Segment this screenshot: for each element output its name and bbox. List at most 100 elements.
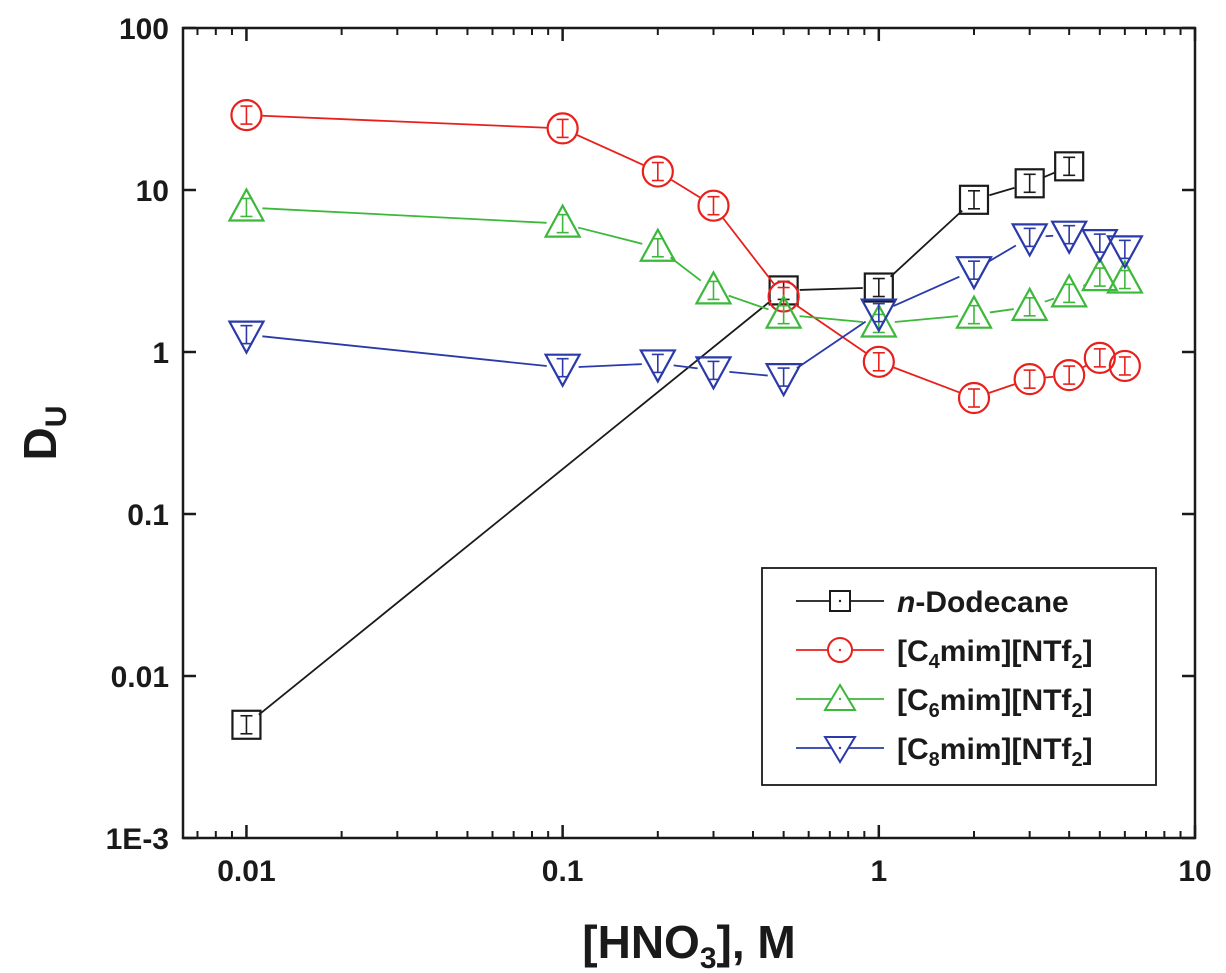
series-line-segment (796, 304, 867, 354)
data-point (227, 320, 266, 355)
legend-label: n-Dodecane (897, 586, 1069, 619)
series-line-segment (262, 335, 547, 367)
series-line-segment (889, 209, 963, 278)
data-point (1105, 259, 1144, 294)
legend-label: [C6mim][NTf2] (897, 684, 1093, 722)
data-point (1054, 151, 1085, 182)
plot-frame (181, 26, 1197, 840)
y-tick-label: 1E-3 (106, 823, 169, 856)
series-line-segment (1044, 171, 1055, 178)
x-tick-label: 0.01 (217, 855, 275, 888)
y-tick-label: 10 (136, 175, 169, 208)
y-axis-title: DU (14, 406, 73, 461)
series-line-segment (1045, 234, 1054, 238)
axis-titles: [HNO3], M DU (14, 406, 796, 973)
series-line-segment (578, 363, 642, 368)
data-point (1013, 363, 1046, 396)
legend-label-part: mim][NTf (940, 733, 1073, 766)
series-2 (227, 187, 1144, 338)
data-point (764, 294, 803, 329)
y-tick-label: 0.1 (127, 499, 169, 532)
series-line-segment (670, 179, 701, 199)
legend-label-part: [C (897, 635, 929, 668)
data-point (638, 349, 677, 384)
data-point (1080, 256, 1119, 292)
data-point (955, 294, 993, 329)
legend-label-subscript: 2 (1071, 749, 1082, 771)
legend-marker-dot (838, 746, 842, 750)
series-line-segment (576, 134, 644, 166)
data-point (1010, 286, 1049, 321)
legend-label-part: mim][NTf (940, 635, 1073, 668)
data-point (862, 345, 895, 378)
data-point (546, 112, 579, 145)
series-layer (227, 98, 1144, 740)
x-tick-label: 10 (1178, 855, 1211, 888)
axes: 0.01 0.1 1 10 1E-3 0.01 0.1 1 10 100 (106, 13, 1212, 888)
legend-label-subscript: 2 (1071, 700, 1082, 722)
legend-label-part: [C (897, 733, 929, 766)
legend-label-subscript: 4 (929, 651, 941, 673)
series-line-segment (987, 244, 1017, 263)
data-point (1083, 341, 1116, 374)
data-point (1053, 359, 1086, 392)
legend-label-part: ] (1083, 733, 1093, 766)
series-line-segment (577, 226, 643, 245)
data-point (1050, 273, 1089, 308)
y-axis-title-subscript: U (40, 406, 73, 428)
series-line-segment (729, 371, 768, 377)
legend-label-part: -Dodecane (915, 586, 1068, 619)
series-line-segment (262, 114, 547, 129)
data-point (1105, 235, 1144, 270)
legend: n-Dodecane[C4mim][NTf2][C6mim][NTf2][C8m… (761, 567, 1157, 786)
series-line-segment (722, 217, 775, 285)
series-line-segment (728, 294, 769, 311)
data-point (1080, 229, 1119, 264)
data-point (863, 272, 894, 303)
legend-label: [C4mim][NTf2] (897, 635, 1093, 673)
x-axis-title: [HNO3], M (582, 916, 795, 973)
y-tick-label: 1 (152, 337, 169, 370)
data-point (694, 356, 733, 391)
legend-label-part: [C (897, 684, 929, 717)
legend-label-part: ] (1083, 684, 1093, 717)
legend-label-subscript: 2 (1071, 651, 1082, 673)
series-line-segment (893, 366, 960, 394)
x-axis-title-main: [HNO (582, 916, 700, 968)
data-point (697, 189, 730, 222)
data-point (227, 187, 266, 222)
legend-label-part: ] (1083, 635, 1093, 668)
y-tick-label: 100 (119, 13, 169, 46)
legend-marker-dot (838, 648, 842, 652)
data-point (694, 270, 733, 305)
data-point (1050, 220, 1089, 255)
series-line-segment (894, 315, 959, 323)
data-point (1014, 168, 1045, 199)
y-axis-title-main: D (14, 427, 66, 460)
data-point (859, 303, 898, 338)
data-point (543, 203, 582, 238)
legend-label: [C8mim][NTf2] (897, 733, 1093, 771)
data-point (1010, 223, 1049, 258)
data-point (1108, 349, 1141, 383)
data-point (543, 353, 582, 388)
legend-label-subscript: 6 (929, 700, 940, 722)
series-0 (231, 151, 1085, 740)
x-axis-title-subscript: 3 (700, 942, 717, 973)
series-line-segment (989, 186, 1015, 197)
legend-label-part: mim][NTf (940, 684, 1073, 717)
data-point (231, 709, 262, 740)
series-line-segment (1045, 375, 1054, 379)
series-line-segment (989, 308, 1014, 314)
x-axis-title-unit: ], M (717, 916, 796, 968)
data-point (641, 155, 674, 188)
y-tick-label: 0.01 (111, 661, 169, 694)
series-3 (227, 220, 1144, 398)
series-line-segment (258, 299, 772, 716)
series-line-segment (1044, 297, 1055, 303)
data-point (957, 381, 991, 415)
series-line-segment (673, 364, 698, 370)
x-tick-label: 0.1 (542, 855, 584, 888)
data-point (859, 298, 898, 333)
